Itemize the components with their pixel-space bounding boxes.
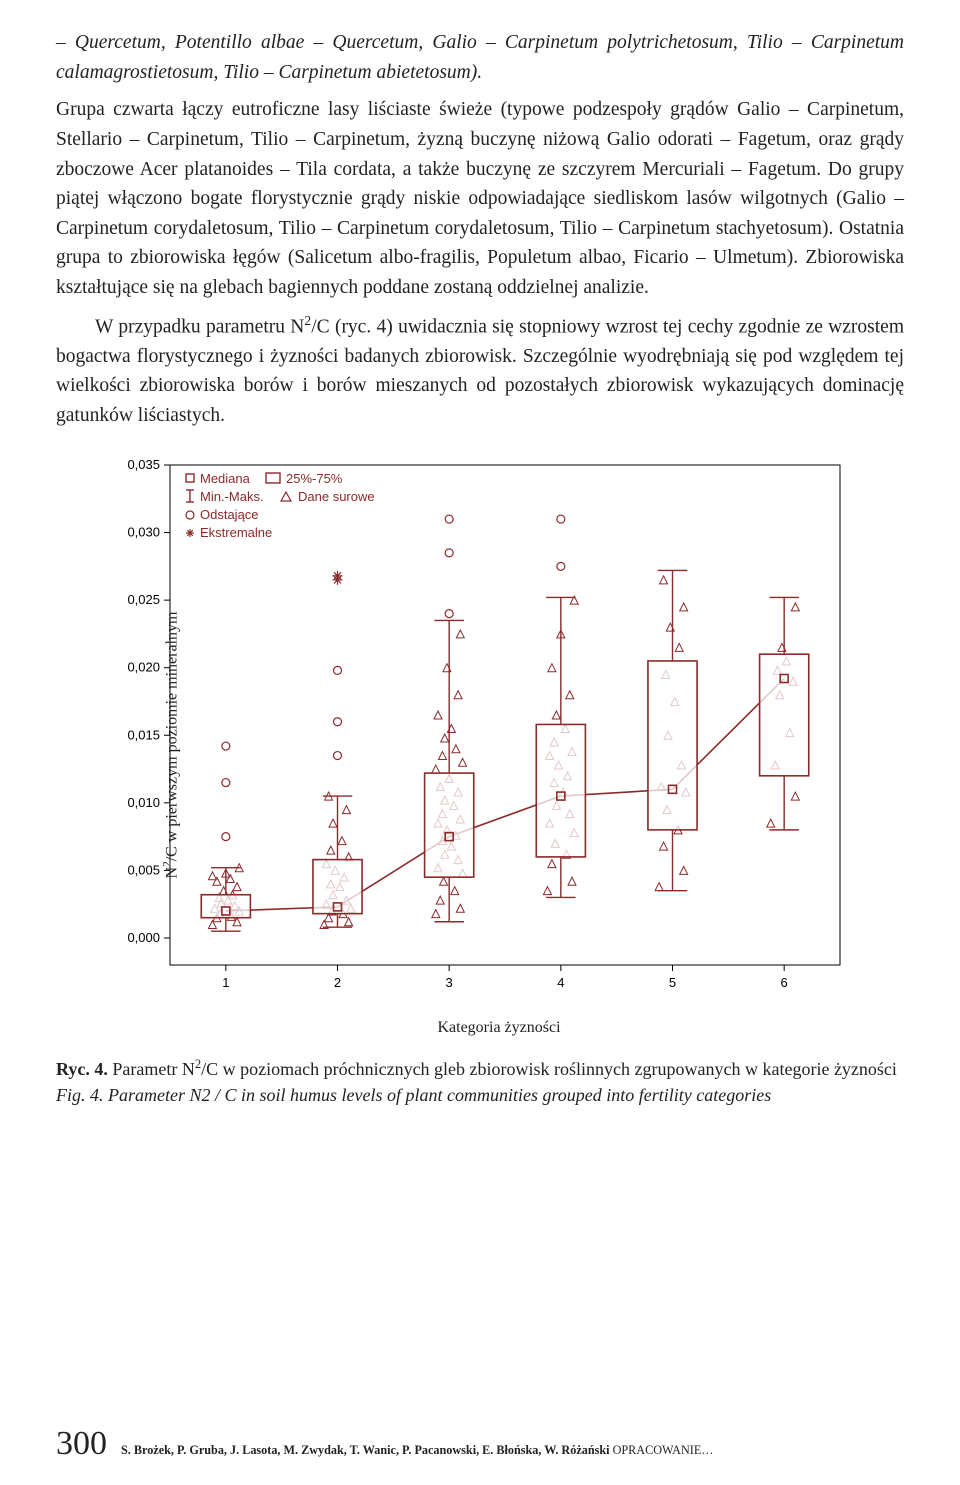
- paragraph-2: Grupa czwarta łączy eutroficzne lasy liś…: [56, 95, 904, 302]
- paragraph-1: – Quercetum, Potentillo albae – Quercetu…: [56, 28, 904, 87]
- svg-text:5: 5: [669, 975, 676, 990]
- svg-text:0,010: 0,010: [127, 794, 160, 809]
- svg-text:0,005: 0,005: [127, 862, 160, 877]
- svg-text:0,035: 0,035: [127, 457, 160, 472]
- svg-text:Mediana: Mediana: [200, 471, 251, 486]
- svg-text:1: 1: [222, 975, 229, 990]
- x-axis-label: Kategoria żyzności: [94, 1019, 904, 1037]
- y-axis-label: N2/C w pierwszym poziomie mineralnym: [161, 611, 181, 878]
- page-number: 300: [56, 1425, 107, 1463]
- footer-authors: S. Brożek, P. Gruba, J. Lasota, M. Zwyda…: [121, 1443, 713, 1458]
- svg-text:4: 4: [557, 975, 564, 990]
- page-footer: 300 S. Brożek, P. Gruba, J. Lasota, M. Z…: [56, 1425, 904, 1463]
- paragraph-3: W przypadku parametru N2/C (ryc. 4) uwid…: [56, 311, 904, 431]
- figure-4: N2/C w pierwszym poziomie mineralnym 0,0…: [56, 453, 904, 1037]
- svg-text:0,015: 0,015: [127, 727, 160, 742]
- svg-text:Ekstremalne: Ekstremalne: [200, 525, 272, 540]
- svg-text:6: 6: [781, 975, 788, 990]
- svg-text:3: 3: [446, 975, 453, 990]
- boxplot-chart: 0,000 0,005 0,010 0,015 0,020 0,025 0,030 0,035…: [94, 453, 864, 1013]
- svg-text:Min.-Maks.: Min.-Maks.: [200, 489, 264, 504]
- svg-text:2: 2: [334, 975, 341, 990]
- svg-text:Odstające: Odstające: [200, 507, 259, 522]
- svg-text:0,030: 0,030: [127, 524, 160, 539]
- svg-text:0,020: 0,020: [127, 659, 160, 674]
- svg-text:0,025: 0,025: [127, 592, 160, 607]
- figure-caption: Ryc. 4. Parametr N2/C w poziomach próchn…: [56, 1055, 904, 1108]
- svg-text:25%-75%: 25%-75%: [286, 471, 343, 486]
- svg-text:0,000: 0,000: [127, 930, 160, 945]
- svg-text:Dane surowe: Dane surowe: [298, 489, 375, 504]
